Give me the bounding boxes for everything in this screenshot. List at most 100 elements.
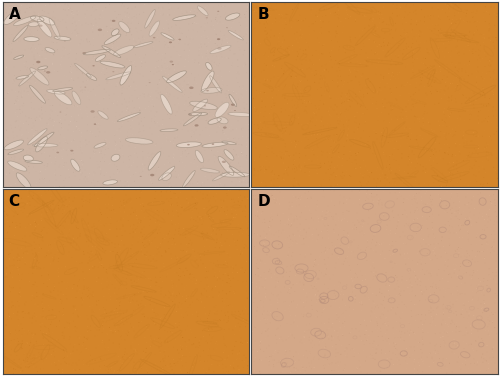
Point	[422, 96, 430, 102]
Point	[426, 77, 434, 83]
Point	[218, 103, 226, 109]
Point	[210, 59, 218, 65]
Point	[8, 125, 16, 131]
Point	[426, 195, 434, 201]
Point	[404, 159, 412, 165]
Point	[146, 216, 154, 222]
Point	[306, 257, 314, 263]
Point	[381, 82, 389, 88]
Point	[55, 164, 63, 170]
Point	[348, 278, 356, 284]
Point	[94, 332, 102, 338]
Point	[486, 197, 494, 203]
Point	[96, 123, 104, 129]
Point	[390, 165, 398, 171]
Point	[268, 169, 276, 175]
Point	[391, 182, 399, 188]
Ellipse shape	[112, 29, 119, 36]
Point	[328, 87, 336, 93]
Point	[68, 255, 76, 261]
Point	[453, 123, 461, 129]
Point	[465, 259, 473, 265]
Point	[44, 188, 52, 194]
Point	[355, 219, 363, 225]
Point	[148, 317, 156, 323]
Point	[210, 167, 218, 173]
Point	[51, 252, 59, 258]
Point	[308, 159, 316, 165]
Point	[190, 333, 198, 339]
Point	[341, 348, 349, 354]
Point	[340, 102, 347, 108]
Point	[318, 209, 326, 215]
Point	[402, 17, 410, 23]
Point	[186, 271, 194, 277]
Point	[6, 3, 14, 9]
Point	[54, 83, 62, 89]
Point	[463, 70, 471, 76]
Point	[267, 365, 275, 371]
Point	[202, 17, 210, 23]
Point	[88, 309, 96, 315]
Point	[128, 162, 136, 168]
Point	[490, 192, 498, 198]
Point	[384, 49, 392, 55]
Point	[48, 52, 56, 58]
Point	[435, 293, 443, 299]
Point	[292, 198, 300, 204]
Point	[5, 251, 13, 257]
Point	[444, 76, 452, 82]
Point	[462, 171, 469, 177]
Point	[310, 119, 318, 125]
Point	[474, 120, 482, 126]
Point	[448, 177, 456, 183]
Point	[20, 351, 28, 357]
Point	[98, 245, 106, 251]
Point	[307, 127, 315, 133]
Point	[248, 120, 256, 126]
Point	[387, 200, 395, 206]
Point	[389, 35, 397, 41]
Point	[324, 362, 332, 368]
Point	[84, 215, 92, 221]
Point	[344, 233, 352, 239]
Point	[102, 356, 110, 362]
Point	[380, 30, 388, 36]
Point	[72, 33, 80, 39]
Point	[441, 33, 449, 39]
Point	[430, 335, 438, 341]
Point	[44, 303, 52, 309]
Point	[361, 57, 369, 63]
Point	[129, 60, 137, 66]
Point	[385, 96, 393, 102]
Point	[490, 79, 498, 85]
Point	[222, 364, 230, 370]
Point	[316, 217, 324, 223]
Point	[330, 79, 338, 85]
Point	[51, 18, 59, 24]
Point	[398, 262, 406, 268]
Point	[422, 312, 430, 318]
Point	[214, 126, 222, 132]
Point	[400, 207, 408, 213]
Point	[220, 336, 228, 342]
Point	[272, 332, 280, 338]
Point	[372, 129, 380, 135]
Point	[4, 230, 12, 236]
Point	[230, 159, 238, 165]
Point	[212, 338, 220, 344]
Point	[386, 139, 394, 145]
Point	[136, 229, 143, 235]
Point	[4, 218, 12, 224]
Point	[10, 78, 18, 84]
Point	[401, 83, 409, 89]
Point	[223, 198, 231, 204]
Point	[364, 141, 372, 147]
Point	[279, 338, 287, 344]
Point	[404, 197, 412, 203]
Point	[172, 207, 180, 213]
Point	[34, 130, 42, 136]
Point	[38, 227, 46, 233]
Point	[338, 122, 346, 128]
Point	[172, 253, 179, 259]
